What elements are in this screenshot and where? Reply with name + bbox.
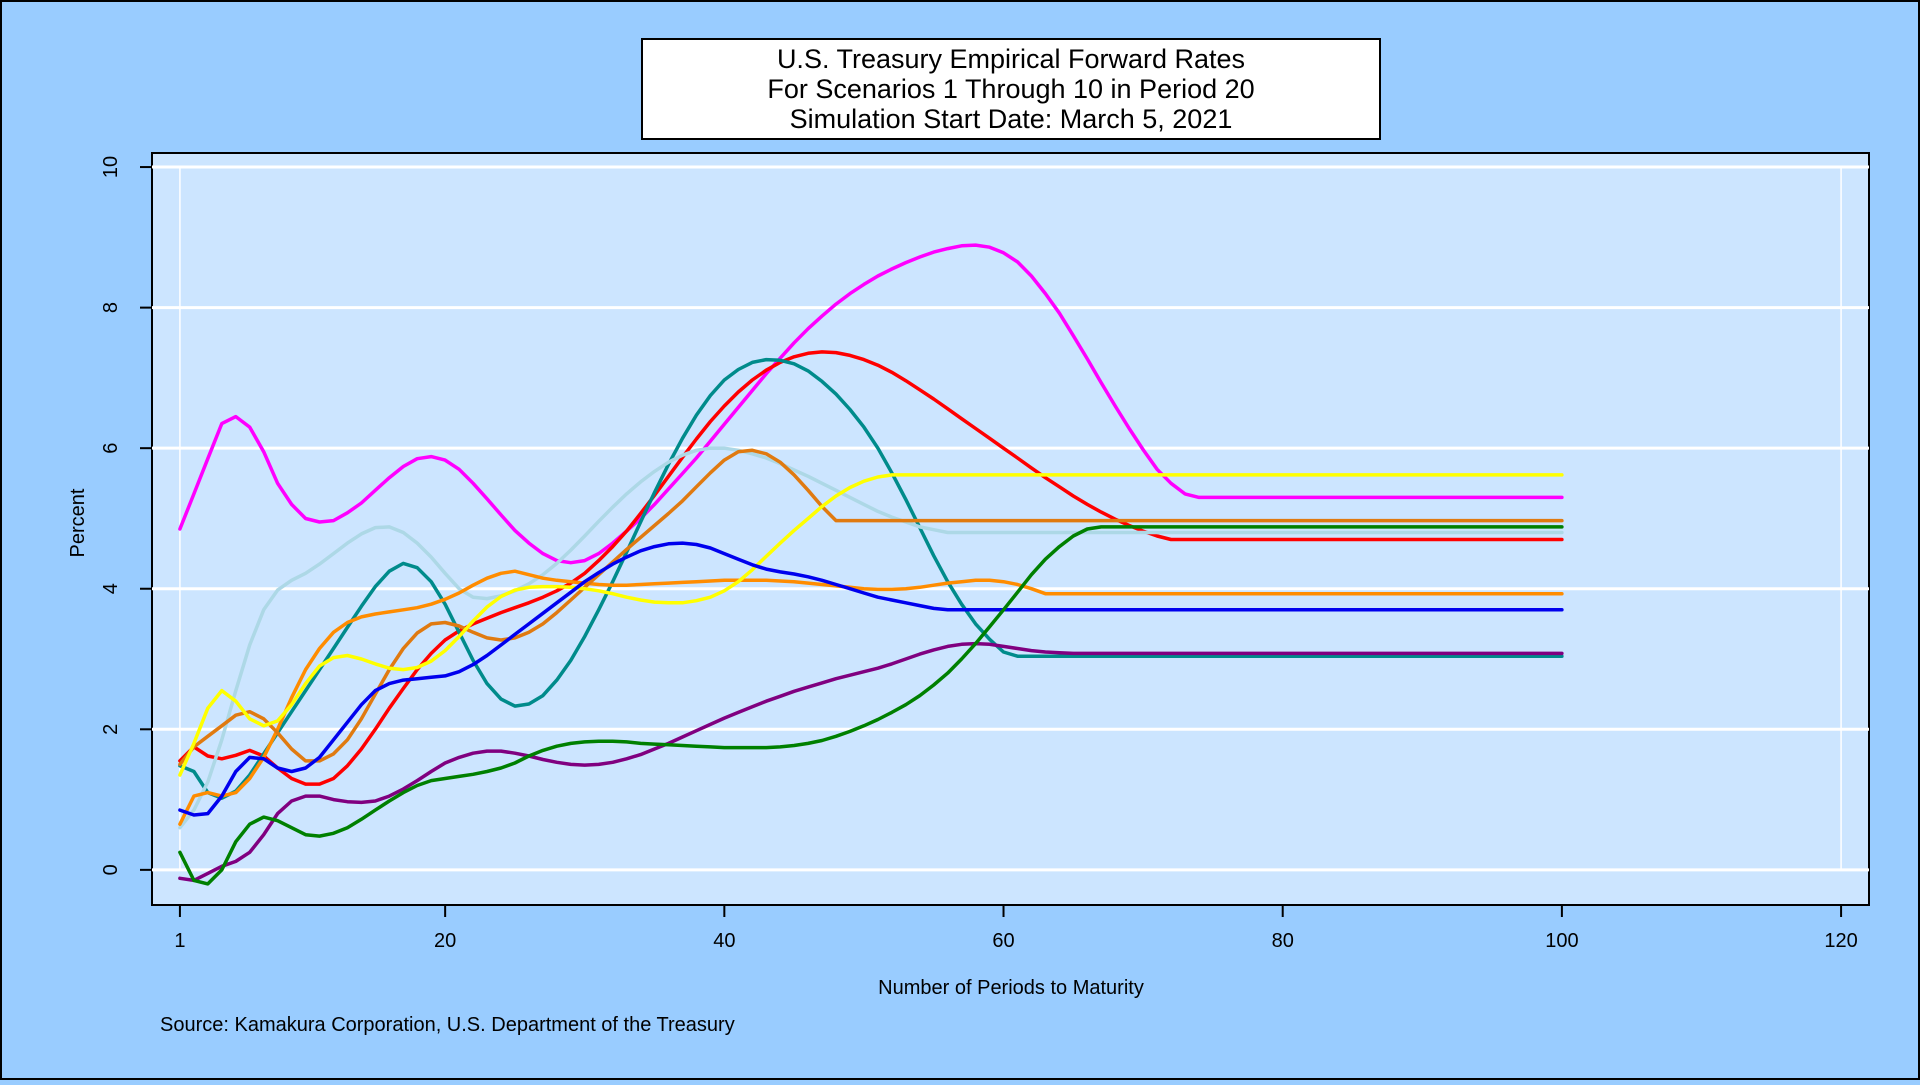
y-axis-label: Percent (67, 488, 89, 557)
y-tick-label: 8 (100, 302, 122, 313)
x-tick-label: 1 (174, 930, 185, 952)
series-line-4 (178, 446, 1564, 830)
series-line-9 (178, 641, 1564, 883)
series-line-5 (178, 569, 1564, 826)
series-line-1 (178, 243, 1564, 565)
chart-title-line-2: For Scenarios 1 Through 10 in Period 20 (767, 74, 1254, 104)
x-tick-label: 60 (992, 930, 1014, 952)
series-line-8 (178, 541, 1564, 817)
x-tick-label: 120 (1824, 930, 1857, 952)
y-tick-label: 2 (100, 724, 122, 735)
source-note: Source: Kamakura Corporation, U.S. Depar… (160, 1014, 735, 1036)
x-axis-label: Number of Periods to Maturity (878, 977, 1144, 999)
y-tick-label: 6 (100, 443, 122, 454)
y-tick-label: 0 (100, 864, 122, 875)
series-line-6 (178, 448, 1564, 767)
x-tick-label: 80 (1272, 930, 1294, 952)
x-tick-label: 40 (713, 930, 735, 952)
series-line-7 (178, 473, 1564, 777)
series-line-10 (178, 525, 1564, 886)
chart-title-line-3: Simulation Start Date: March 5, 2021 (790, 104, 1233, 134)
y-tick-label: 4 (100, 583, 122, 594)
title-box: U.S. Treasury Empirical Forward Rates Fo… (641, 38, 1381, 140)
plot-area (151, 152, 1870, 906)
x-tick-label: 20 (434, 930, 456, 952)
series-line-3 (178, 357, 1564, 800)
x-tick-label: 100 (1545, 930, 1578, 952)
chart-title-line-1: U.S. Treasury Empirical Forward Rates (777, 44, 1245, 74)
y-tick-label: 10 (100, 156, 122, 178)
